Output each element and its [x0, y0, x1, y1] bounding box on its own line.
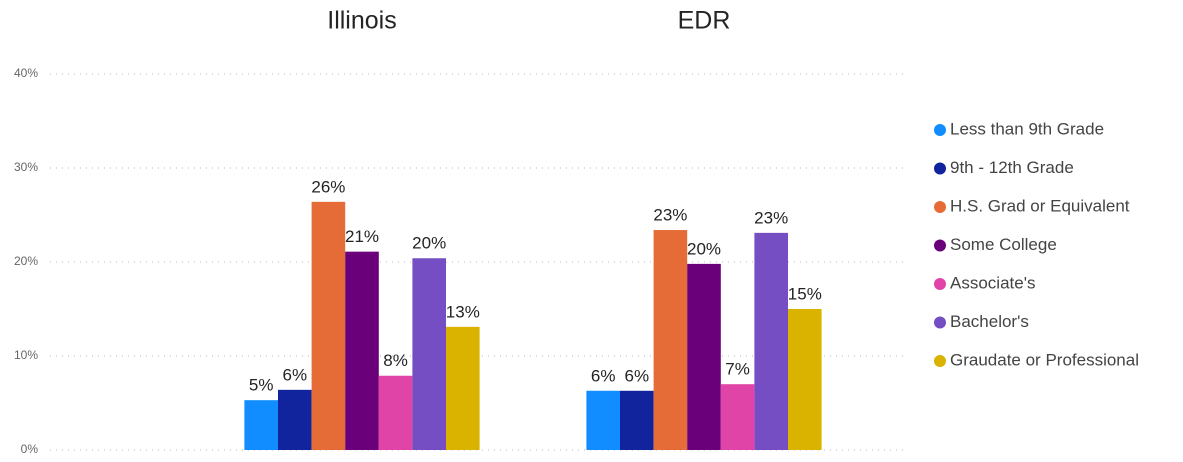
legend-label: H.S. Grad or Equivalent: [950, 196, 1130, 215]
data-label: 20%: [412, 234, 446, 253]
bar: [586, 390, 620, 450]
bar: [720, 384, 755, 450]
data-label: 7%: [725, 360, 750, 379]
data-label: 6%: [283, 365, 308, 384]
bar: [620, 390, 654, 450]
legend-marker: [934, 316, 946, 329]
y-tick-label: 10%: [14, 348, 38, 362]
bar: [788, 309, 822, 450]
bar: [412, 258, 446, 450]
data-label: 23%: [754, 208, 788, 227]
legend-label: Graudate or Professional: [950, 350, 1139, 369]
legend-marker: [934, 162, 946, 175]
legend-label: Some College: [950, 235, 1057, 254]
bar: [311, 201, 346, 450]
legend-marker: [934, 201, 946, 213]
bar: [446, 326, 480, 450]
data-label: 13%: [446, 302, 480, 321]
group-label: EDR: [678, 7, 731, 35]
data-label: 23%: [653, 206, 687, 225]
y-tick-label: 20%: [14, 254, 38, 268]
legend-label: Less than 9th Grade: [950, 119, 1104, 138]
legend-label: Associate's: [950, 273, 1035, 292]
group-label: Illinois: [327, 7, 396, 35]
data-label: 5%: [249, 376, 274, 395]
data-label: 26%: [311, 177, 345, 196]
bar: [345, 251, 379, 450]
bar: [244, 400, 278, 450]
data-label: 6%: [625, 366, 650, 385]
bar: [754, 232, 788, 450]
bar: [687, 263, 721, 450]
bar: [378, 375, 413, 450]
bar: [278, 389, 312, 450]
y-tick-label: 0%: [21, 442, 39, 456]
data-label: 6%: [591, 366, 616, 385]
legend-label: Bachelor's: [950, 312, 1029, 331]
legend-marker: [934, 239, 946, 252]
legend-marker: [934, 355, 946, 367]
legend-label: 9th - 12th Grade: [950, 158, 1074, 177]
data-label: 15%: [788, 284, 822, 303]
bar: [653, 230, 688, 450]
data-label: 21%: [345, 227, 379, 246]
legend-marker: [934, 278, 946, 290]
legend-marker: [934, 124, 946, 136]
data-label: 20%: [687, 239, 721, 258]
y-tick-label: 40%: [14, 66, 38, 80]
data-label: 8%: [383, 351, 408, 370]
y-tick-label: 30%: [14, 160, 38, 174]
